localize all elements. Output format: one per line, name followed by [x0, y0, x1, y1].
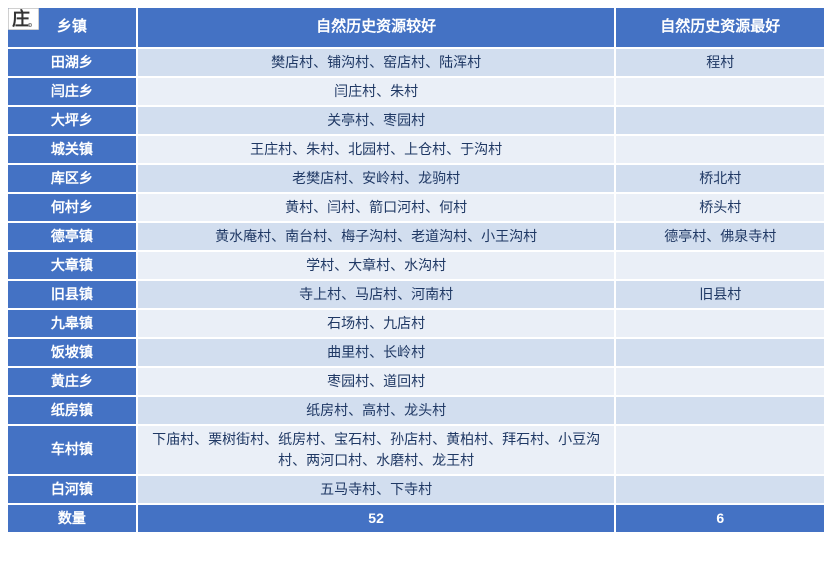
cell-good: 学村、大章村、水沟村	[137, 251, 616, 280]
cell-good: 石场村、九店村	[137, 309, 616, 338]
table-row: 纸房镇纸房村、高村、龙头村	[7, 396, 825, 425]
table-row: 饭坡镇曲里村、长岭村	[7, 338, 825, 367]
table-body: 田湖乡樊店村、铺沟村、窑店村、陆浑村程村闫庄乡闫庄村、朱村大坪乡关亭村、枣园村城…	[7, 48, 825, 504]
cell-good: 下庙村、栗树街村、纸房村、宝石村、孙店村、黄柏村、拜石村、小豆沟村、两河口村、水…	[137, 425, 616, 475]
table-row: 九皋镇石场村、九店村	[7, 309, 825, 338]
row-header: 何村乡	[7, 193, 137, 222]
row-header: 纸房镇	[7, 396, 137, 425]
cell-good: 五马寺村、下寺村	[137, 475, 616, 504]
row-header: 白河镇	[7, 475, 137, 504]
table-row: 何村乡黄村、闫村、箭口河村、何村桥头村	[7, 193, 825, 222]
cell-good: 黄村、闫村、箭口河村、何村	[137, 193, 616, 222]
row-header: 闫庄乡	[7, 77, 137, 106]
cell-best: 桥头村	[615, 193, 825, 222]
row-header: 库区乡	[7, 164, 137, 193]
table-row: 城关镇王庄村、朱村、北园村、上仓村、于沟村	[7, 135, 825, 164]
cell-best: 德亭村、佛泉寺村	[615, 222, 825, 251]
row-header: 旧县镇	[7, 280, 137, 309]
cell-good: 黄水庵村、南台村、梅子沟村、老道沟村、小王沟村	[137, 222, 616, 251]
row-header: 饭坡镇	[7, 338, 137, 367]
footer-good-count: 52	[137, 504, 616, 533]
table-row: 闫庄乡闫庄村、朱村	[7, 77, 825, 106]
cell-best	[615, 309, 825, 338]
cell-best	[615, 475, 825, 504]
cell-best	[615, 106, 825, 135]
row-header: 大章镇	[7, 251, 137, 280]
table-row: 大坪乡关亭村、枣园村	[7, 106, 825, 135]
table-footer-row: 数量 52 6	[7, 504, 825, 533]
cell-best: 程村	[615, 48, 825, 77]
cell-good: 曲里村、长岭村	[137, 338, 616, 367]
cell-best	[615, 77, 825, 106]
cell-good: 闫庄村、朱村	[137, 77, 616, 106]
table-row: 德亭镇黄水庵村、南台村、梅子沟村、老道沟村、小王沟村德亭村、佛泉寺村	[7, 222, 825, 251]
cell-good: 王庄村、朱村、北园村、上仓村、于沟村	[137, 135, 616, 164]
cell-good: 枣园村、道回村	[137, 367, 616, 396]
cell-best: 桥北村	[615, 164, 825, 193]
row-header: 田湖乡	[7, 48, 137, 77]
cell-best	[615, 251, 825, 280]
footer-best-count: 6	[615, 504, 825, 533]
row-header: 九皋镇	[7, 309, 137, 338]
cell-good: 纸房村、高村、龙头村	[137, 396, 616, 425]
table-row: 白河镇五马寺村、下寺村	[7, 475, 825, 504]
cell-good: 寺上村、马店村、河南村	[137, 280, 616, 309]
row-header: 城关镇	[7, 135, 137, 164]
row-header: 大坪乡	[7, 106, 137, 135]
table-row: 黄庄乡枣园村、道回村	[7, 367, 825, 396]
cell-best	[615, 338, 825, 367]
col-header-good: 自然历史资源较好	[137, 7, 616, 48]
logo-dot-icon	[28, 23, 32, 27]
table-row: 大章镇学村、大章村、水沟村	[7, 251, 825, 280]
logo-watermark: 庄	[8, 8, 39, 30]
cell-best	[615, 425, 825, 475]
cell-best	[615, 367, 825, 396]
cell-good: 樊店村、铺沟村、窑店村、陆浑村	[137, 48, 616, 77]
table-row: 田湖乡樊店村、铺沟村、窑店村、陆浑村程村	[7, 48, 825, 77]
footer-label: 数量	[7, 504, 137, 533]
row-header: 德亭镇	[7, 222, 137, 251]
cell-best	[615, 135, 825, 164]
table-row: 旧县镇寺上村、马店村、河南村旧县村	[7, 280, 825, 309]
cell-best	[615, 396, 825, 425]
table-row: 车村镇下庙村、栗树街村、纸房村、宝石村、孙店村、黄柏村、拜石村、小豆沟村、两河口…	[7, 425, 825, 475]
table-header-row: 乡镇 自然历史资源较好 自然历史资源最好	[7, 7, 825, 48]
row-header: 车村镇	[7, 425, 137, 475]
cell-best: 旧县村	[615, 280, 825, 309]
table-row: 库区乡老樊店村、安岭村、龙驹村桥北村	[7, 164, 825, 193]
row-header: 黄庄乡	[7, 367, 137, 396]
cell-good: 老樊店村、安岭村、龙驹村	[137, 164, 616, 193]
col-header-best: 自然历史资源最好	[615, 7, 825, 48]
resource-table: 乡镇 自然历史资源较好 自然历史资源最好 田湖乡樊店村、铺沟村、窑店村、陆浑村程…	[6, 6, 826, 534]
cell-good: 关亭村、枣园村	[137, 106, 616, 135]
